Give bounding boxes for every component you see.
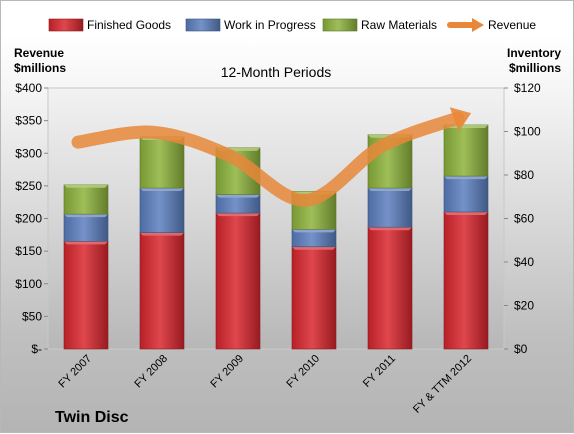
right-axis-title-line2: $millions bbox=[509, 61, 561, 75]
right-tick-label: $60 bbox=[514, 212, 534, 226]
bar-segment-cap bbox=[64, 184, 108, 188]
bar-work-in-progress bbox=[367, 187, 413, 228]
revenue-arrowhead bbox=[449, 107, 472, 132]
right-tick-label: $80 bbox=[514, 168, 534, 182]
x-axis-ticks: FY 2007 FY 2008 FY 2009 FY 2010 FY 2011 FY & … bbox=[56, 353, 474, 416]
left-tick-label: $400 bbox=[15, 81, 42, 95]
bar-segment-cap bbox=[292, 246, 336, 250]
legend-label: Work in Progress bbox=[224, 18, 316, 32]
bar-segment-cap bbox=[64, 241, 108, 245]
legend-swatch-work-in-progress bbox=[185, 18, 221, 32]
legend-swatch-raw-materials bbox=[322, 18, 358, 32]
x-tick-label: FY 2011 bbox=[361, 353, 398, 390]
bar-segment-cap bbox=[368, 227, 412, 231]
x-tick-label: FY & TTM 2012 bbox=[411, 353, 474, 416]
bar-segment-cap bbox=[444, 176, 488, 180]
left-tick-label: $100 bbox=[15, 277, 42, 291]
legend-label: Finished Goods bbox=[87, 18, 171, 32]
bar-finished-goods bbox=[215, 212, 261, 350]
right-tick-label: $100 bbox=[514, 125, 541, 139]
bar-raw-materials bbox=[139, 136, 185, 189]
x-tick-label: FY 2009 bbox=[208, 353, 246, 391]
bar-finished-goods bbox=[443, 211, 489, 350]
right-tick-label: $20 bbox=[514, 299, 534, 313]
bar-raw-materials bbox=[443, 124, 489, 177]
bar-segment-cap bbox=[64, 214, 108, 218]
bar-finished-goods bbox=[367, 226, 413, 350]
right-axis-title-line1: Inventory bbox=[507, 46, 561, 60]
x-tick-label: FY 2007 bbox=[56, 353, 94, 391]
bar-segment-cap bbox=[444, 211, 488, 215]
bar-segment-cap bbox=[140, 188, 184, 192]
left-axis-ticks: $- $50 $100 $150 $200 $250 $300 $350 $400 bbox=[15, 81, 48, 356]
revenue-line bbox=[71, 111, 465, 207]
legend-swatch-revenue-arrow bbox=[472, 18, 484, 32]
bar-work-in-progress bbox=[63, 213, 109, 242]
bar-segment-cap bbox=[140, 232, 184, 236]
x-tick-label: FY 2008 bbox=[132, 353, 170, 391]
left-tick-label: $250 bbox=[15, 179, 42, 193]
bar-work-in-progress bbox=[139, 187, 185, 233]
legend-swatch-finished-goods bbox=[48, 18, 84, 32]
bar-segment-cap bbox=[368, 188, 412, 192]
bar-segment-cap bbox=[292, 229, 336, 233]
x-tick-label: FY 2010 bbox=[284, 353, 322, 391]
bar-raw-materials bbox=[63, 184, 109, 215]
legend: Finished Goods Work in Progress Raw Materi… bbox=[48, 18, 536, 32]
bar-segment-cap bbox=[216, 213, 260, 217]
left-tick-label: $- bbox=[31, 342, 42, 356]
left-tick-label: $50 bbox=[22, 309, 42, 323]
left-tick-label: $350 bbox=[15, 114, 42, 128]
bar-finished-goods bbox=[139, 232, 185, 350]
legend-label: Revenue bbox=[488, 18, 536, 32]
bar-finished-goods bbox=[63, 241, 109, 350]
right-tick-label: $0 bbox=[514, 342, 528, 356]
bar-work-in-progress bbox=[443, 175, 489, 213]
left-tick-label: $150 bbox=[15, 244, 42, 258]
right-tick-label: $40 bbox=[514, 255, 534, 269]
left-axis-title-line2: $millions bbox=[14, 61, 66, 75]
right-tick-label: $120 bbox=[514, 81, 541, 95]
left-tick-label: $200 bbox=[15, 212, 42, 226]
left-axis-title-line1: Revenue bbox=[14, 46, 64, 60]
chart-title: 12-Month Periods bbox=[221, 64, 332, 80]
right-axis-ticks: $0 $20 $40 $60 $80 $100 $120 bbox=[504, 81, 541, 356]
left-tick-label: $300 bbox=[15, 146, 42, 160]
bar-finished-goods bbox=[291, 246, 337, 350]
bars bbox=[63, 124, 489, 350]
legend-label: Raw Materials bbox=[361, 18, 437, 32]
bar-segment-cap bbox=[216, 194, 260, 198]
revenue-line-group bbox=[71, 107, 472, 207]
company-name: Twin Disc bbox=[55, 409, 129, 426]
